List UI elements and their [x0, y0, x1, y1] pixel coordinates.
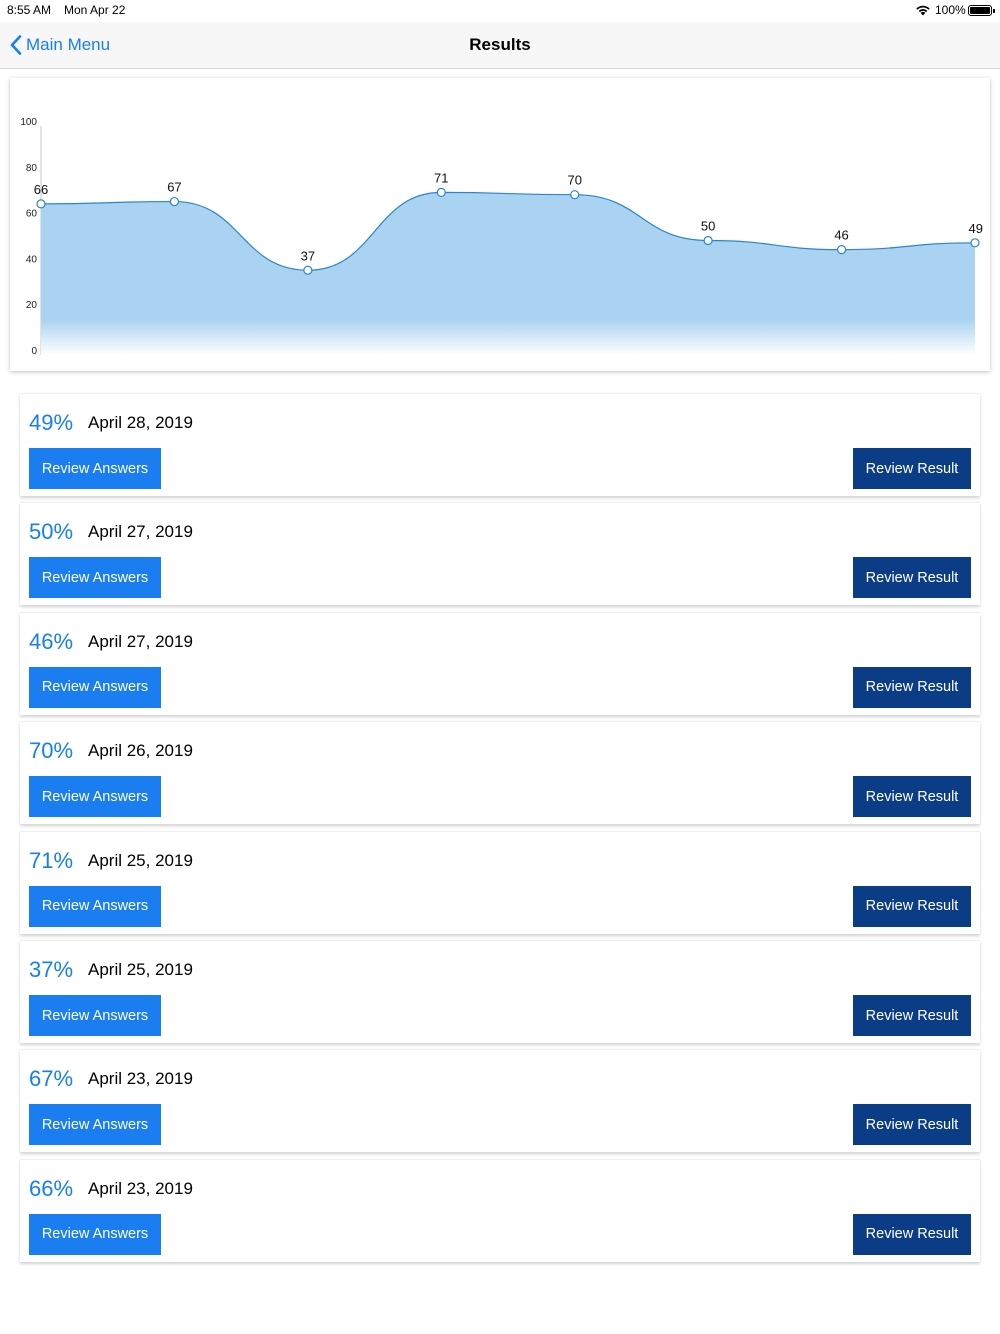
result-card: 37% April 25, 2019 Review Answers Review Re… [20, 940, 980, 1043]
review-result-button[interactable]: Review Result [853, 448, 971, 489]
result-card: 49% April 28, 2019 Review Answers Review Re… [20, 393, 980, 496]
status-bar: 8:55 AM Mon Apr 22 100% [0, 0, 1000, 22]
data-label: 71 [434, 170, 448, 185]
review-answers-button[interactable]: Review Answers [29, 776, 161, 818]
review-answers-button[interactable]: Review Answers [29, 666, 161, 708]
battery-percent: 100% [935, 3, 966, 17]
data-label: 50 [701, 219, 715, 234]
status-time: 8:55 AM [7, 3, 52, 17]
data-label: 66 [34, 182, 48, 197]
data-point [836, 245, 847, 255]
review-answers-button[interactable]: Review Answers [29, 885, 161, 927]
result-date: April 23, 2019 [88, 1069, 193, 1089]
battery-icon [968, 5, 995, 16]
data-point [169, 196, 180, 207]
result-card: 67% April 23, 2019 Review Answers Review Re… [20, 1049, 980, 1153]
review-result-button[interactable]: Review Result [853, 1104, 971, 1146]
result-percent: 50% [29, 519, 74, 545]
review-result-button[interactable]: Review Result [853, 885, 971, 927]
result-card: 50% April 27, 2019 Review Answers Review Re… [20, 502, 980, 606]
result-date: April 25, 2019 [88, 850, 193, 870]
data-point [970, 238, 980, 248]
data-point [436, 187, 446, 198]
y-tick-label: 40 [26, 254, 38, 265]
chevron-left-icon [10, 35, 22, 55]
page-title: Results [469, 35, 531, 54]
result-date: April 23, 2019 [88, 1178, 193, 1198]
result-card: 66% April 23, 2019 Review Answers Review Re… [20, 1158, 980, 1262]
navigation-bar: Main Menu Results [0, 22, 1000, 69]
back-button-label: Main Menu [26, 35, 111, 54]
result-card: 46% April 27, 2019 Review Answers Review Re… [20, 611, 980, 715]
y-tick-label: 0 [31, 346, 37, 357]
result-percent: 67% [29, 1066, 74, 1092]
review-answers-button[interactable]: Review Answers [29, 448, 161, 489]
y-tick-label: 100 [20, 117, 37, 128]
result-date: April 25, 2019 [88, 960, 193, 979]
result-date: April 27, 2019 [88, 522, 193, 542]
data-point [703, 235, 713, 246]
result-date: April 28, 2019 [88, 413, 193, 432]
data-label: 37 [301, 248, 315, 263]
result-percent: 49% [29, 410, 74, 435]
data-label: 70 [567, 173, 581, 188]
y-tick-label: 80 [26, 163, 38, 174]
data-point [570, 190, 580, 200]
data-point [36, 199, 46, 209]
result-percent: 70% [29, 738, 74, 764]
chart-area-fill [41, 192, 975, 355]
result-date: April 26, 2019 [88, 741, 193, 761]
chart-svg: 100 80 60 40 20 0 66 67 37 71 70 50 46 49 [20, 117, 983, 357]
review-result-button[interactable]: Review Result [853, 557, 971, 599]
review-result-button[interactable]: Review Result [853, 1213, 971, 1255]
result-percent: 66% [29, 1175, 74, 1201]
result-date: April 27, 2019 [88, 631, 193, 651]
y-tick-label: 20 [26, 300, 38, 311]
review-answers-button[interactable]: Review Answers [29, 995, 161, 1036]
data-point [303, 265, 313, 275]
data-label: 46 [834, 228, 848, 243]
results-chart: 100 80 60 40 20 0 66 67 37 71 70 50 46 49 [10, 78, 990, 371]
review-result-button[interactable]: Review Result [853, 776, 971, 818]
review-result-button[interactable]: Review Result [853, 995, 971, 1036]
data-label: 49 [969, 221, 983, 236]
data-label: 67 [167, 180, 181, 195]
review-answers-button[interactable]: Review Answers [29, 1104, 161, 1146]
result-percent: 71% [29, 847, 74, 873]
result-percent: 46% [29, 628, 74, 654]
result-card: 71% April 25, 2019 Review Answers Review Re… [20, 830, 980, 934]
review-answers-button[interactable]: Review Answers [29, 1213, 161, 1255]
review-answers-button[interactable]: Review Answers [29, 557, 161, 599]
result-card: 70% April 26, 2019 Review Answers Review Re… [20, 721, 980, 825]
status-date: Mon Apr 22 [64, 3, 126, 17]
chart-line [40, 191, 976, 271]
y-tick-label: 60 [26, 209, 38, 220]
review-result-button[interactable]: Review Result [853, 666, 971, 708]
back-button[interactable]: Main Menu [10, 33, 110, 57]
wifi-icon [915, 4, 931, 19]
result-percent: 37% [29, 957, 74, 982]
